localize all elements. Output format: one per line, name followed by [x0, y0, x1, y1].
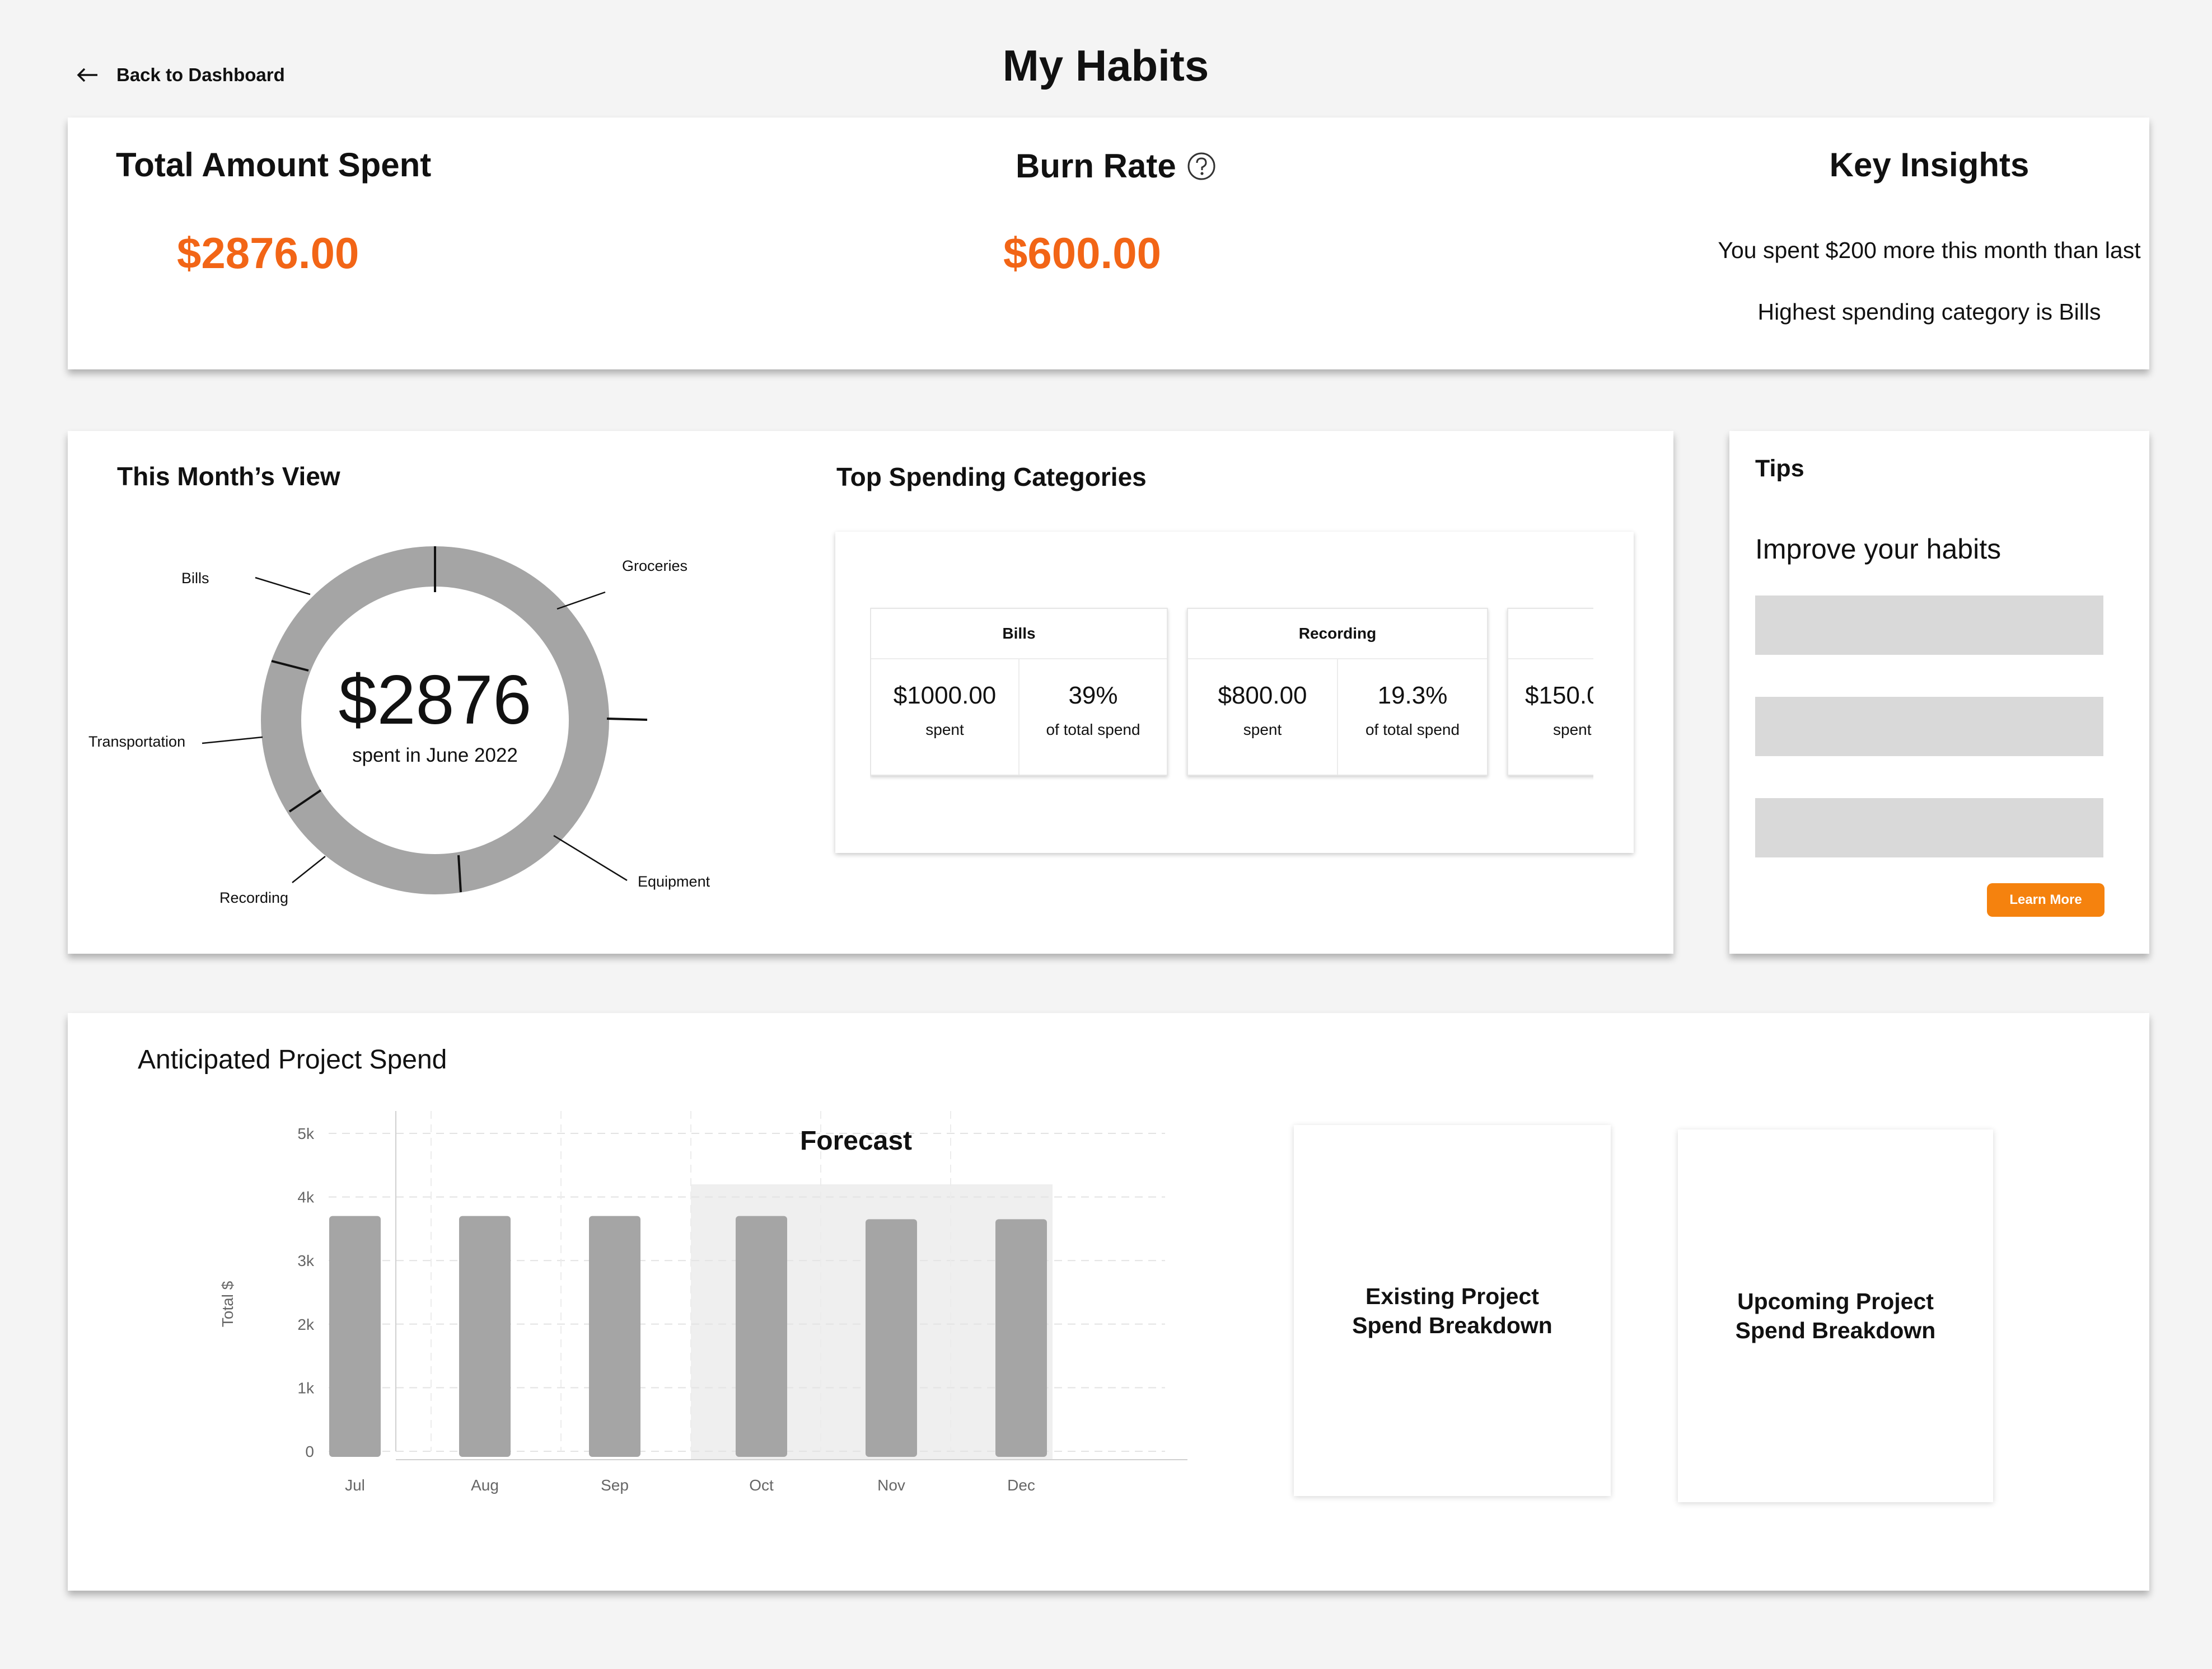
- back-label: Back to Dashboard: [116, 64, 285, 85]
- project-spend-card: Anticipated Project Spend 0 1k 2k 3k 4k 5k Ju…: [68, 1013, 2149, 1591]
- category-spent: $150.00: [1525, 682, 1593, 709]
- category-percent: 39%: [1068, 682, 1118, 709]
- donut-label-equipment: Equipment: [638, 873, 710, 890]
- project-spend-bar-chart: 0 1k 2k 3k 4k 5k Jul Aug Sep Oct Nov Dec Total $ F…: [219, 1111, 1187, 1494]
- category-spent: $1000.00: [893, 682, 997, 709]
- category-scroller[interactable]: Bills $1000.00 spent 39% of total spend …: [870, 532, 1593, 853]
- month-view-title: This Month’s View: [117, 462, 340, 491]
- learn-more-button[interactable]: Learn More: [1987, 883, 2105, 917]
- donut-label-bills: Bills: [181, 570, 209, 587]
- donut-label-recording: Recording: [219, 889, 289, 906]
- category-spent: $800.00: [1218, 682, 1307, 709]
- category-percent-label: of total spend: [1365, 721, 1460, 738]
- tips-subtitle: Improve your habits: [1755, 533, 2001, 565]
- donut-center-caption: spent in June 2022: [352, 744, 518, 766]
- category-card-partial[interactable]: $150.00 spent: [1507, 608, 1593, 776]
- x-tick-label: Sep: [601, 1476, 629, 1494]
- key-insights-title: Key Insights: [1829, 146, 2029, 184]
- top-categories-panel: Bills $1000.00 spent 39% of total spend …: [835, 532, 1634, 853]
- tip-placeholder: [1755, 798, 2103, 857]
- y-tick-label: 4k: [297, 1189, 315, 1206]
- burn-rate-heading: Burn Rate: [1016, 147, 1217, 185]
- category-percent-label: of total spend: [1046, 721, 1140, 738]
- burn-rate-title: Burn Rate: [1016, 147, 1176, 185]
- bar-oct: [736, 1216, 787, 1457]
- y-axis-label: Total $: [219, 1281, 236, 1327]
- category-card-recording[interactable]: Recording $800.00 spent 19.3% of total s…: [1187, 608, 1488, 776]
- bar-nov: [866, 1219, 917, 1457]
- bar-sep: [589, 1216, 640, 1457]
- donut-center-value: $2876: [338, 662, 532, 739]
- tips-card: Tips Improve your habits Learn More: [1729, 431, 2149, 954]
- category-card-bills[interactable]: Bills $1000.00 spent 39% of total spend: [870, 608, 1168, 776]
- y-tick-label: 0: [305, 1443, 314, 1460]
- total-amount-value: $2876.00: [177, 228, 359, 278]
- category-percent: 19.3%: [1377, 682, 1448, 709]
- month-view-card: This Month’s View Bills Groceries Transp…: [68, 431, 1673, 954]
- category-spent-label: spent: [1553, 721, 1592, 738]
- bar-aug: [459, 1216, 511, 1457]
- x-tick-label: Aug: [471, 1476, 499, 1494]
- y-tick-label: 5k: [297, 1125, 315, 1142]
- total-amount-title: Total Amount Spent: [116, 146, 432, 184]
- summary-card: Total Amount Spent $2876.00 Burn Rate $6…: [68, 118, 2149, 369]
- upcoming-project-breakdown-tile[interactable]: Upcoming Project Spend Breakdown: [1678, 1129, 1993, 1502]
- tip-placeholder: [1755, 697, 2103, 756]
- tip-placeholder: [1755, 596, 2103, 655]
- category-name: [1508, 609, 1593, 659]
- back-to-dashboard-link[interactable]: Back to Dashboard: [75, 63, 285, 87]
- bar-jul: [329, 1216, 381, 1457]
- arrow-left-icon: [75, 67, 100, 83]
- page-title: My Habits: [1002, 41, 1209, 90]
- category-spent-label: spent: [925, 721, 964, 738]
- x-tick-label: Nov: [877, 1476, 905, 1494]
- donut-label-transportation: Transportation: [88, 733, 186, 750]
- insight-1: You spent $200 more this month than last: [1718, 237, 2141, 263]
- y-tick-label: 1k: [297, 1379, 315, 1396]
- forecast-label: Forecast: [800, 1126, 912, 1156]
- donut-label-groceries: Groceries: [622, 557, 688, 574]
- category-spent-label: spent: [1243, 721, 1282, 738]
- y-tick-label: 2k: [297, 1316, 315, 1333]
- donut-leader-lines: [202, 576, 628, 883]
- x-tick-label: Dec: [1007, 1476, 1035, 1494]
- category-name: Recording: [1188, 609, 1487, 659]
- bar-dec: [995, 1219, 1047, 1457]
- x-tick-label: Jul: [345, 1476, 365, 1494]
- spending-donut-chart: [202, 546, 648, 894]
- project-spend-title: Anticipated Project Spend: [138, 1045, 447, 1075]
- question-circle-icon[interactable]: [1186, 151, 1217, 181]
- tips-title: Tips: [1755, 455, 1804, 482]
- insight-2: Highest spending category is Bills: [1757, 299, 2101, 325]
- y-tick-label: 3k: [297, 1252, 315, 1269]
- donut-dividers: [271, 546, 648, 893]
- burn-rate-value: $600.00: [1003, 228, 1161, 278]
- existing-project-breakdown-tile[interactable]: Existing Project Spend Breakdown: [1294, 1125, 1611, 1496]
- category-name: Bills: [871, 609, 1167, 659]
- x-tick-label: Oct: [749, 1476, 774, 1494]
- top-categories-title: Top Spending Categories: [836, 462, 1147, 491]
